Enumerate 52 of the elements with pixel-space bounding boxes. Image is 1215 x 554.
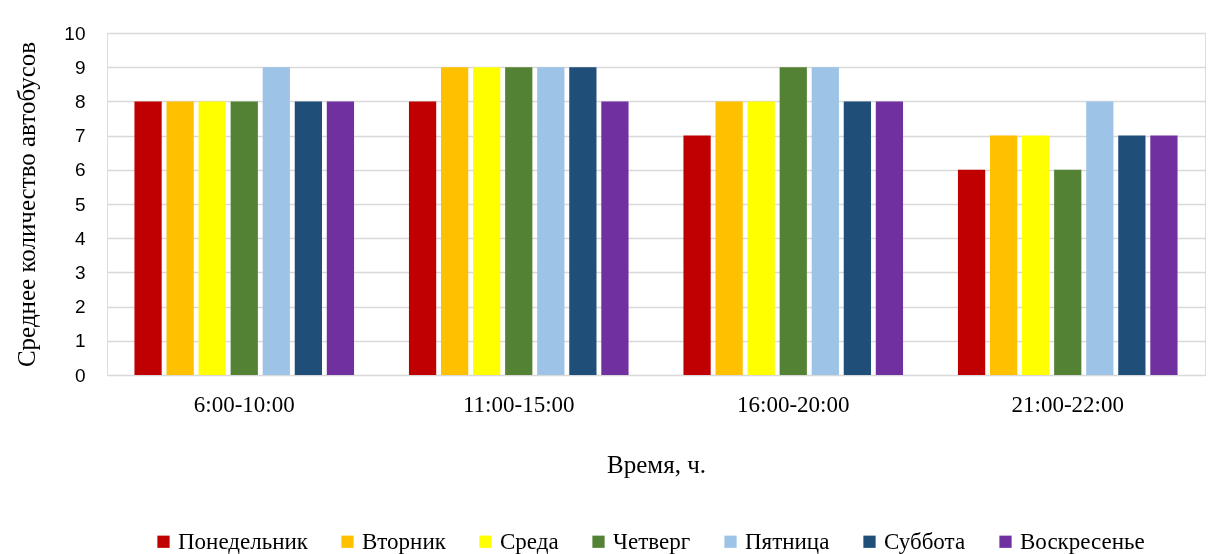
y-axis-title: Среднее количество автобусов [13, 41, 41, 368]
y-tick-label: 4 [74, 227, 86, 249]
bar [134, 101, 162, 375]
bar [715, 101, 743, 375]
y-tick-label: 9 [74, 56, 86, 78]
bar [230, 101, 258, 375]
bar [601, 101, 629, 375]
bar [294, 101, 322, 375]
x-tick-label: 21:00-22:00 [1011, 391, 1124, 417]
y-tick-label: 10 [64, 22, 86, 44]
bar [505, 67, 533, 375]
legend-label: Среда [500, 528, 559, 554]
bar [1086, 101, 1114, 375]
bar [1118, 135, 1146, 375]
bar [1150, 135, 1178, 375]
legend-label: Пятница [745, 528, 830, 554]
y-tick-label: 0 [74, 364, 86, 386]
legend-label: Четверг [613, 528, 691, 554]
bar [569, 67, 597, 375]
bar [811, 67, 839, 375]
legend-label: Воскресенье [1020, 528, 1145, 554]
y-tick-label: 3 [74, 261, 86, 283]
legend-label: Понедельник [178, 528, 309, 554]
bar [843, 101, 871, 375]
x-tick-label: 16:00-20:00 [737, 391, 850, 417]
x-axis-title: Время, ч. [607, 450, 706, 478]
bar [747, 101, 775, 375]
y-tick-label: 1 [74, 330, 86, 352]
bar [441, 67, 469, 375]
y-tick-label: 5 [74, 193, 86, 215]
y-tick-label: 8 [74, 90, 86, 112]
y-tick-label: 2 [74, 296, 86, 318]
bar [198, 101, 226, 375]
bar [166, 101, 194, 375]
bar [473, 67, 501, 375]
bar [683, 135, 711, 375]
x-tick-label: 11:00-15:00 [462, 391, 575, 417]
bar [326, 101, 355, 375]
y-tick-label: 7 [74, 125, 86, 147]
bar [990, 135, 1018, 375]
bar [408, 101, 437, 375]
bar [875, 101, 904, 375]
bar [1022, 135, 1050, 375]
bar [1054, 169, 1082, 375]
y-tick-label: 6 [74, 159, 86, 181]
bar [779, 67, 807, 375]
legend-label: Вторник [362, 528, 447, 554]
x-tick-label: 6:00-10:00 [193, 391, 295, 417]
bar [957, 169, 986, 375]
bar [262, 67, 290, 375]
bar [537, 67, 565, 375]
legend-label: Суббота [884, 528, 966, 554]
